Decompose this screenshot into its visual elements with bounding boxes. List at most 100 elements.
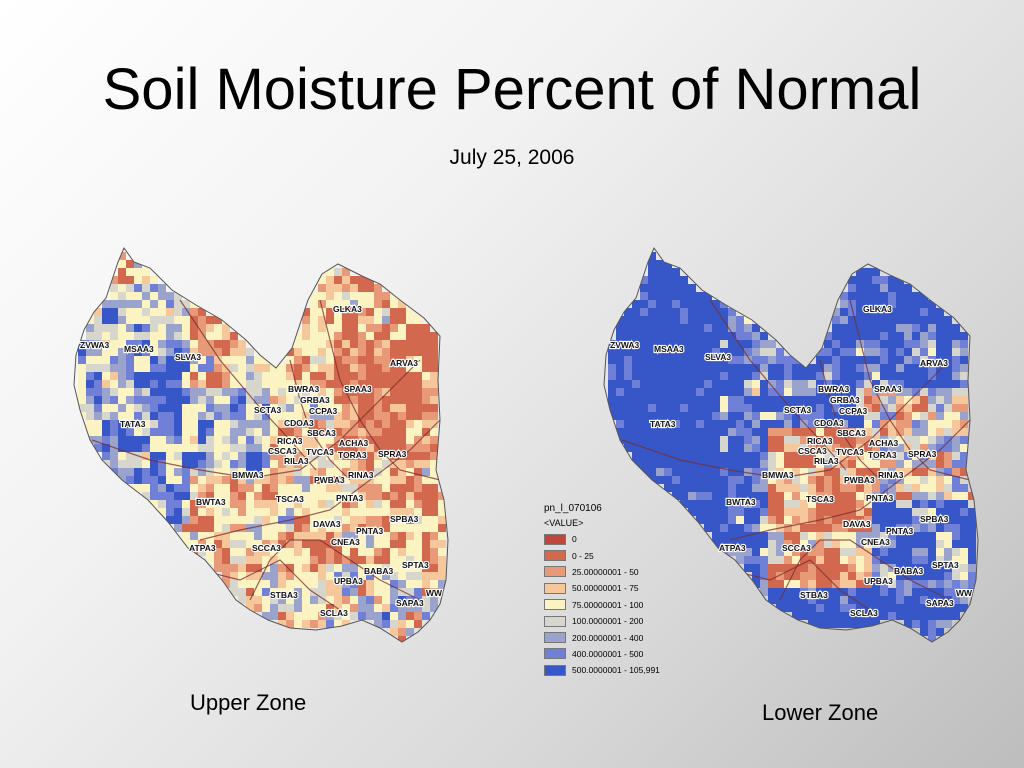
legend-label: 25.00000001 - 50 [572,566,639,577]
basin-label: RICA3 [277,436,303,446]
basin-label: SPTA3 [932,560,959,570]
legend-item: 75.00000001 - 100 [544,597,694,613]
basin-label: SPRA3 [378,449,407,459]
basin-label: SLVA3 [175,352,201,362]
moisture-raster [78,252,446,642]
basin-label: BMWA3 [232,470,264,480]
basin-label: MSAA3 [654,344,684,354]
legend-item: 50.00000001 - 75 [544,580,694,596]
legend-label: 50.00000001 - 75 [572,583,639,594]
basin-label: SAPA3 [926,598,954,608]
basin-label: SCTA3 [254,405,282,415]
legend-label: 200.0000001 - 400 [572,632,644,643]
basin-label: ZVWA3 [80,340,110,350]
basin-label: BWTA3 [726,497,756,507]
basin-label: GRBA3 [300,395,330,405]
basin-label: TORA3 [868,450,897,460]
basin-label: TVCA3 [836,447,864,457]
basin-label: PNTA3 [886,526,914,536]
legend-subtitle: <VALUE> [544,518,584,528]
basin-label: RICA3 [807,436,833,446]
basin-label: RILA3 [814,456,839,466]
basin-label: GLKA3 [863,304,892,314]
legend-item: 500.0000001 - 105,991 [544,662,694,678]
basin-label: ATPA3 [189,543,216,553]
moisture-raster [608,252,976,642]
basin-label: BABA3 [894,566,924,576]
basin-label: SLVA3 [705,352,731,362]
legend-item: 200.0000001 - 400 [544,629,694,645]
legend-swatch [544,582,566,594]
legend-swatch [544,615,566,627]
lower-zone-caption: Lower Zone [762,700,879,725]
basin-label: SPAA3 [874,384,902,394]
basin-label: SPRA3 [908,449,937,459]
basin-label: BWRA3 [288,384,319,394]
basin-label: STBA3 [800,590,828,600]
legend-swatch [544,550,566,562]
basin-label: WW [956,588,973,598]
basin-label: CDOA3 [284,418,314,428]
basin-label: PWBA3 [844,475,875,485]
legend-item: 0 - 25 [544,547,694,563]
basin-label: SPTA3 [402,560,429,570]
basin-label: SBCA3 [837,428,866,438]
basin-label: CSCA3 [268,446,297,456]
region-outline [603,246,979,643]
basin-label: CCPA3 [839,406,867,416]
basin-label: ARVA3 [390,358,418,368]
basin-label: GLKA3 [333,304,362,314]
basin-label: GRBA3 [830,395,860,405]
legend-label: 500.0000001 - 105,991 [572,665,660,676]
basin-label: CSCA3 [798,446,827,456]
basin-label: BMWA3 [762,470,794,480]
basin-label: PNTA3 [356,526,384,536]
basin-label: SPBA3 [920,514,949,524]
legend-item: 100.0000001 - 200 [544,613,694,629]
slide-title: Soil Moisture Percent of Normal [102,57,922,122]
legend-swatch [544,566,566,578]
basin-label: SAPA3 [396,598,424,608]
upper-zone-caption: Upper Zone [190,690,307,715]
basin-label: BWRA3 [818,384,849,394]
basin-label: SPAA3 [344,384,372,394]
basin-label: TATA3 [120,419,146,429]
basin-label: DAVA3 [313,519,341,529]
basin-label: SCCA3 [252,543,281,553]
legend-label: 400.0000001 - 500 [572,648,644,659]
basin-label: ATPA3 [719,543,746,553]
basin-label: SCTA3 [784,405,812,415]
basin-label: SCLA3 [850,608,878,618]
region-outline [73,246,449,643]
legend-item: 25.00000001 - 50 [544,564,694,580]
basin-label: CNEA3 [861,537,890,547]
basin-label: UPBA3 [334,576,363,586]
basin-label: CDOA3 [814,418,844,428]
legend-swatch [544,632,566,644]
basin-label: SCCA3 [782,543,811,553]
basin-label: SBCA3 [307,428,336,438]
basin-label: BABA3 [364,566,394,576]
basin-label: TSCA3 [806,494,834,504]
basin-label: ZVWA3 [610,340,640,350]
basin-label: DAVA3 [843,519,871,529]
basin-label: ARVA3 [920,358,948,368]
legend-swatch [544,664,566,676]
basin-label: PWBA3 [314,475,345,485]
basin-label: TSCA3 [276,494,304,504]
legend-label: 0 - 25 [572,550,594,561]
basin-label: PNTA3 [866,493,894,503]
basin-label: TORA3 [338,450,367,460]
basin-label: ACHA3 [339,438,369,448]
legend-swatch [544,648,566,660]
legend-label: 0 [572,534,577,545]
basin-label: UPBA3 [864,576,893,586]
basin-label: TVCA3 [306,447,334,457]
basin-label: RINA3 [878,470,904,480]
legend-item: 400.0000001 - 500 [544,646,694,662]
legend-label: 75.00000001 - 100 [572,599,644,610]
legend-swatch [544,599,566,611]
